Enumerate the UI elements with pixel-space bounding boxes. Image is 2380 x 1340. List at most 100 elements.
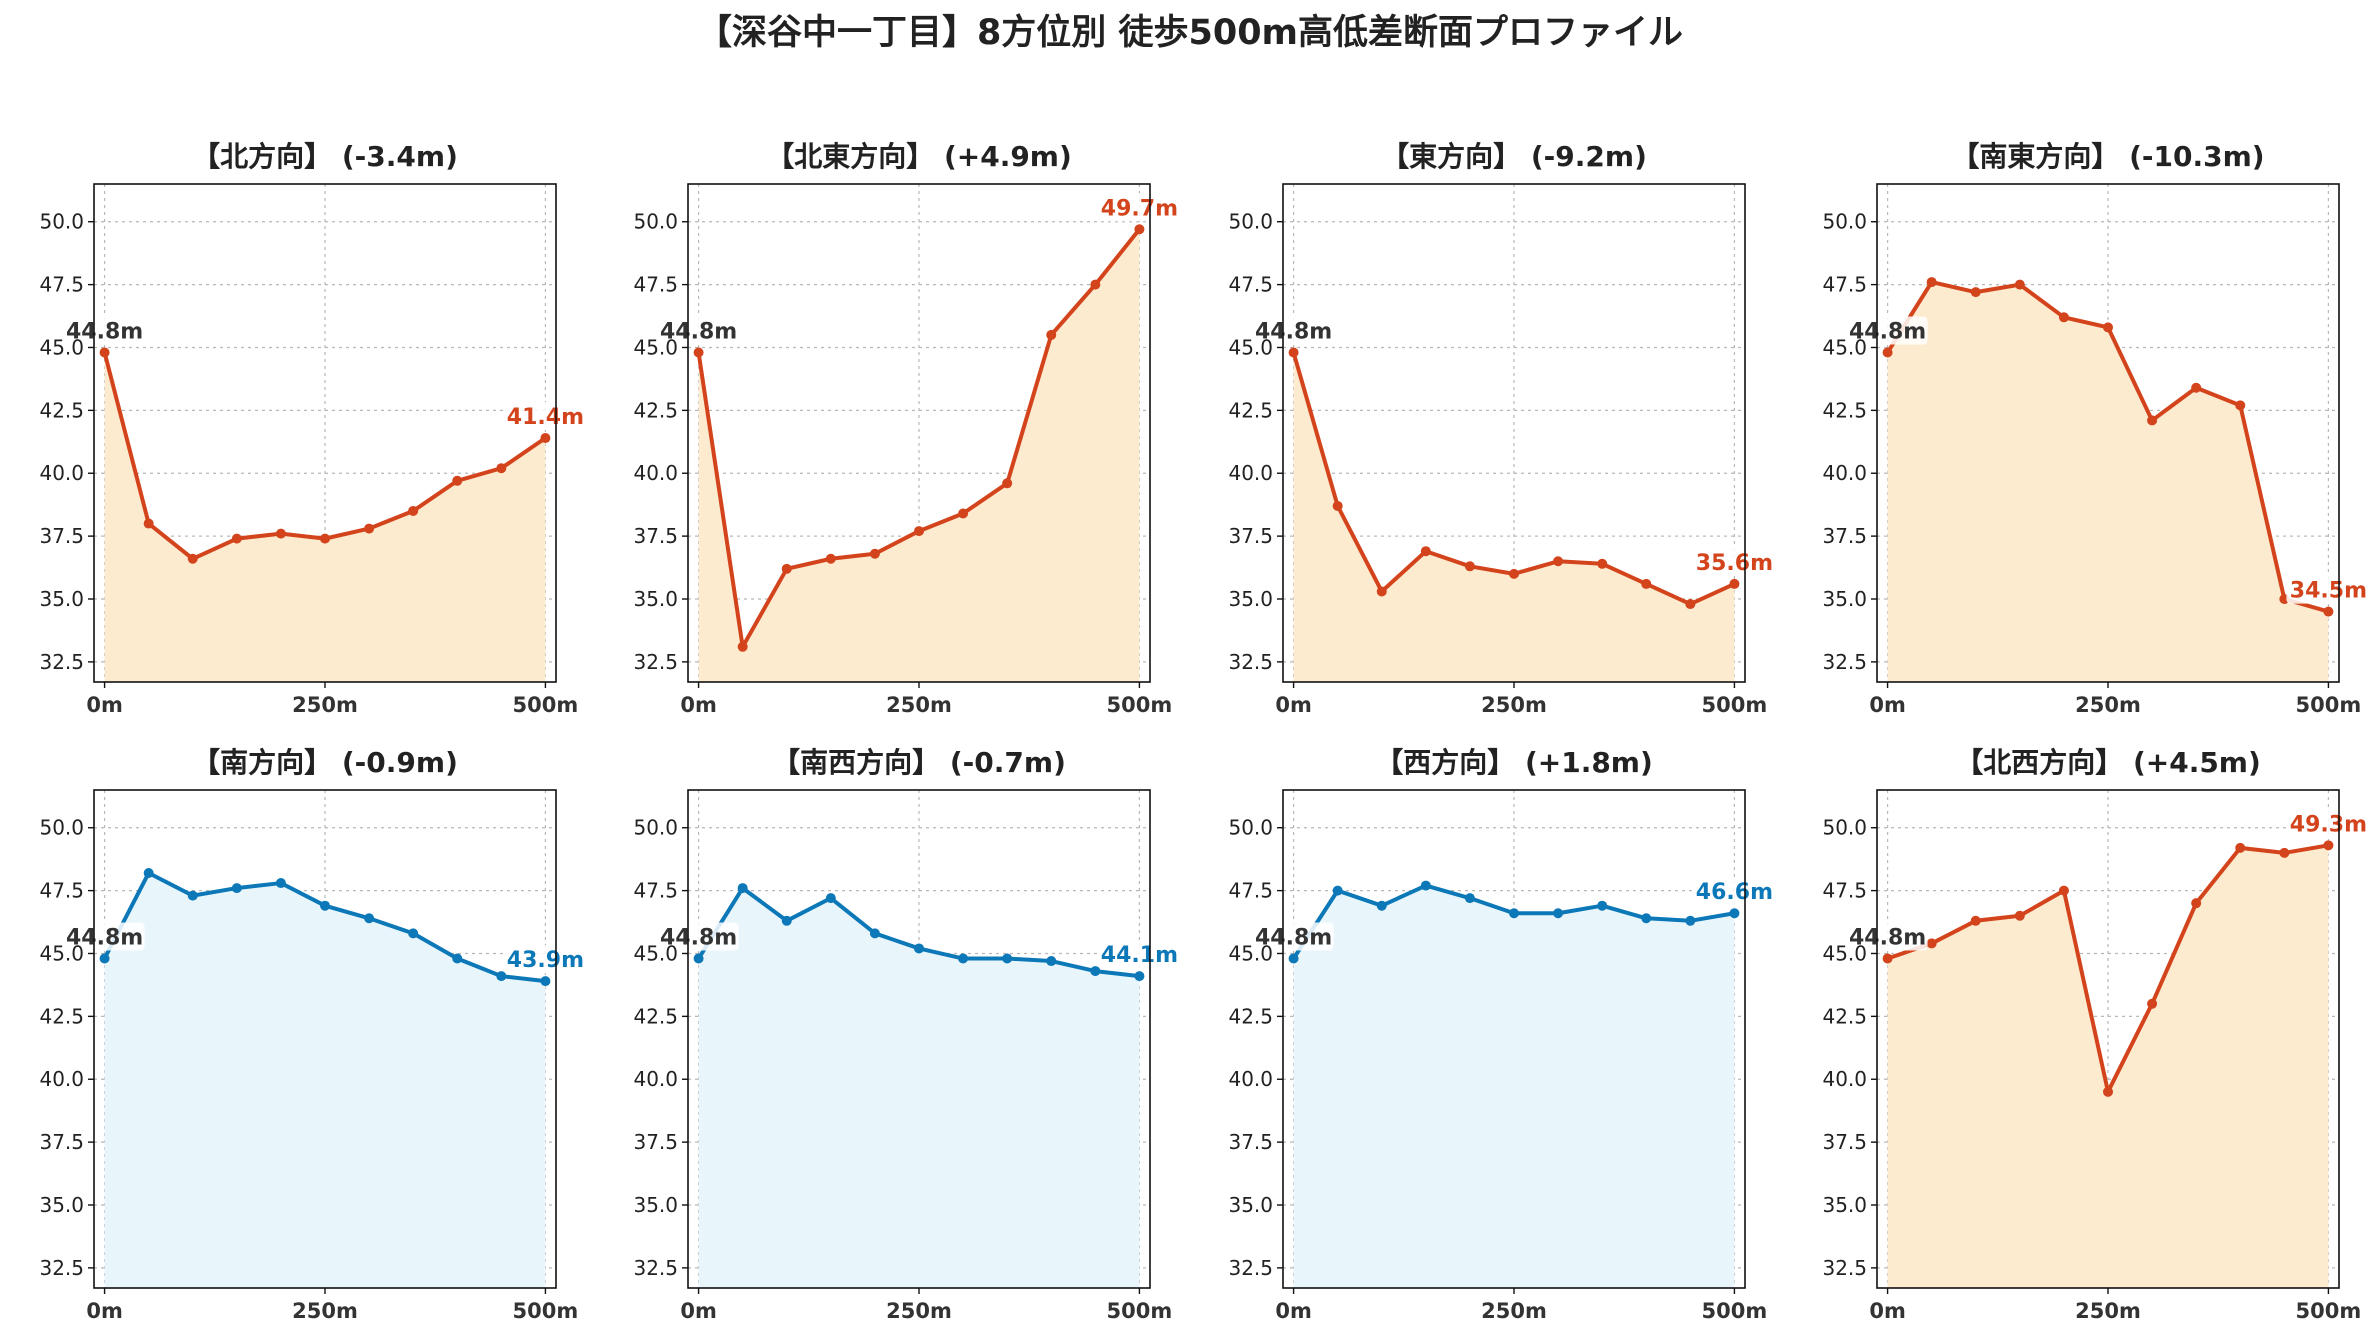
start-label-bg <box>64 316 145 345</box>
y-tick-label: 50.0 <box>633 210 678 234</box>
data-point <box>1970 287 1981 298</box>
data-point <box>496 971 507 982</box>
end-label: 43.9m <box>507 948 584 973</box>
x-tick-label: 500m <box>1107 693 1173 717</box>
y-tick-label: 32.5 <box>633 650 678 674</box>
panel-8: 【北西方向】 (+4.5m) 44.8m 49.3m 32.5 35.0 37.5 40.0… <box>1822 746 2371 1323</box>
y-tick-label: 42.5 <box>39 398 84 422</box>
panel-1: 【北方向】 (-3.4m) 44.8m 41.4m 32.5 35.0 37.5 40.0 4… <box>39 140 588 717</box>
data-point <box>1288 347 1299 358</box>
y-tick-label: 35.0 <box>1822 1193 1867 1217</box>
data-point <box>1553 908 1564 919</box>
x-tick-label: 500m <box>1107 1299 1173 1323</box>
data-point <box>1464 561 1475 572</box>
end-label: 49.7m <box>1101 196 1178 221</box>
x-tick-label: 250m <box>292 1299 358 1323</box>
panel-title: 【北東方向】 (+4.9m) <box>766 140 1072 173</box>
panel-6: 【南西方向】 (-0.7m) 44.8m 44.1m 32.5 35.0 37.5 40.0… <box>633 746 1182 1323</box>
data-point <box>1882 953 1893 964</box>
data-point <box>2323 840 2334 851</box>
panel-3: 【東方向】 (-9.2m) 44.8m 35.6m 32.5 35.0 37.5 40.0 4… <box>1228 140 1777 717</box>
y-tick-label: 42.5 <box>633 1004 678 1028</box>
area-fill <box>104 873 546 1288</box>
data-point <box>540 976 551 987</box>
y-tick-label: 35.0 <box>1228 1193 1273 1217</box>
y-tick-label: 50.0 <box>1228 816 1273 840</box>
y-tick-label: 37.5 <box>1228 524 1273 548</box>
end-label-bg <box>1692 877 1777 906</box>
x-tick-label: 0m <box>1275 1299 1312 1323</box>
data-point <box>1420 546 1431 557</box>
data-point <box>231 883 242 894</box>
end-label-bg <box>1097 193 1182 222</box>
panel-title: 【西方向】 (+1.8m) <box>1375 746 1653 779</box>
y-tick-label: 40.0 <box>633 1067 678 1091</box>
data-point <box>1729 578 1740 589</box>
data-point <box>452 475 463 486</box>
data-point <box>1509 908 1519 919</box>
data-point <box>1641 913 1652 924</box>
y-tick-label: 50.0 <box>39 816 84 840</box>
start-label-bg <box>658 316 739 345</box>
data-point <box>2323 606 2334 617</box>
y-tick-label: 40.0 <box>39 461 84 485</box>
data-point <box>540 433 551 444</box>
data-point <box>1509 568 1519 579</box>
data-point <box>1002 953 1013 964</box>
data-point <box>1597 900 1608 911</box>
y-tick-label: 47.5 <box>39 879 84 903</box>
data-point <box>2147 415 2158 426</box>
data-point <box>187 553 198 564</box>
end-label: 41.4m <box>507 405 584 430</box>
y-tick-label: 42.5 <box>1228 398 1273 422</box>
y-tick-label: 47.5 <box>1822 273 1867 297</box>
data-point <box>452 953 463 964</box>
x-tick-label: 250m <box>292 693 358 717</box>
data-point <box>1376 900 1387 911</box>
data-point <box>275 528 286 539</box>
y-tick-label: 35.0 <box>633 1193 678 1217</box>
y-tick-label: 32.5 <box>39 1256 84 1280</box>
data-point <box>364 913 375 924</box>
panel-5: 【南方向】 (-0.9m) 44.8m 43.9m 32.5 35.0 37.5 40.0 4… <box>39 746 588 1323</box>
data-point <box>1046 329 1057 340</box>
data-point <box>781 915 792 926</box>
data-point <box>2235 842 2246 853</box>
area-fill <box>1293 352 1735 682</box>
y-tick-label: 42.5 <box>1228 1004 1273 1028</box>
end-label: 34.5m <box>2290 579 2367 604</box>
data-point <box>1597 558 1608 569</box>
data-point <box>1134 971 1145 982</box>
data-point <box>781 563 792 574</box>
end-label-bg <box>1097 940 1182 969</box>
y-tick-label: 32.5 <box>1228 1256 1273 1280</box>
start-label-bg <box>658 922 739 951</box>
x-tick-label: 0m <box>680 1299 717 1323</box>
y-tick-label: 45.0 <box>1228 335 1273 359</box>
data-point <box>825 553 836 564</box>
x-tick-label: 500m <box>2296 693 2362 717</box>
start-label: 44.8m <box>1849 320 1926 345</box>
y-tick-label: 47.5 <box>1228 273 1273 297</box>
start-label: 44.8m <box>1255 926 1332 951</box>
start-label-bg <box>1253 922 1334 951</box>
panel-title: 【北方向】 (-3.4m) <box>192 140 458 173</box>
y-tick-label: 42.5 <box>633 398 678 422</box>
y-tick-label: 32.5 <box>633 1256 678 1280</box>
data-point <box>2103 1086 2113 1097</box>
area-fill <box>104 352 546 682</box>
panel-title: 【南西方向】 (-0.7m) <box>772 746 1066 779</box>
y-tick-label: 40.0 <box>1822 461 1867 485</box>
data-point <box>693 953 704 964</box>
start-label: 44.8m <box>66 320 143 345</box>
y-tick-label: 35.0 <box>1228 587 1273 611</box>
start-label: 44.8m <box>660 926 737 951</box>
y-tick-label: 47.5 <box>1228 879 1273 903</box>
data-point <box>2058 312 2069 323</box>
data-point <box>1970 915 1981 926</box>
data-point <box>958 953 969 964</box>
y-tick-label: 47.5 <box>633 273 678 297</box>
panel-title: 【北西方向】 (+4.5m) <box>1955 746 2261 779</box>
end-label-bg <box>1692 547 1777 576</box>
y-tick-label: 47.5 <box>1822 879 1867 903</box>
